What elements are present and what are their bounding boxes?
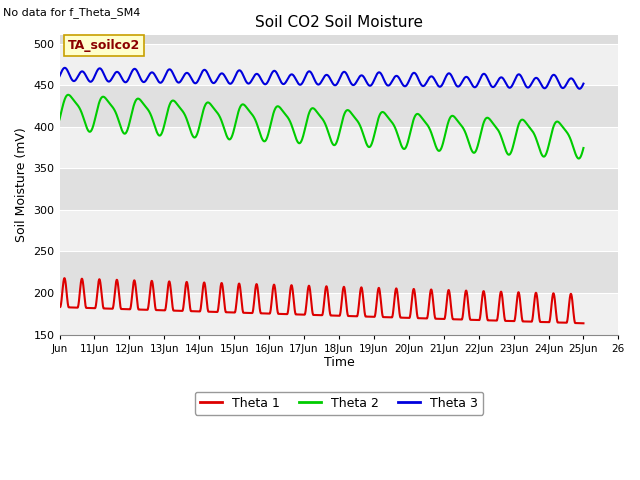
Bar bbox=[60, 210, 618, 252]
Bar bbox=[60, 44, 618, 85]
Text: TA_soilco2: TA_soilco2 bbox=[68, 39, 140, 52]
Y-axis label: Soil Moisture (mV): Soil Moisture (mV) bbox=[15, 128, 28, 242]
Bar bbox=[60, 293, 618, 335]
Bar bbox=[60, 127, 618, 168]
Bar bbox=[60, 85, 618, 127]
Text: No data for f_Theta_SM4: No data for f_Theta_SM4 bbox=[3, 7, 141, 18]
Bar bbox=[60, 252, 618, 293]
Title: Soil CO2 Soil Moisture: Soil CO2 Soil Moisture bbox=[255, 15, 423, 30]
Legend: Theta 1, Theta 2, Theta 3: Theta 1, Theta 2, Theta 3 bbox=[195, 392, 483, 415]
X-axis label: Time: Time bbox=[324, 356, 355, 369]
Bar bbox=[60, 168, 618, 210]
